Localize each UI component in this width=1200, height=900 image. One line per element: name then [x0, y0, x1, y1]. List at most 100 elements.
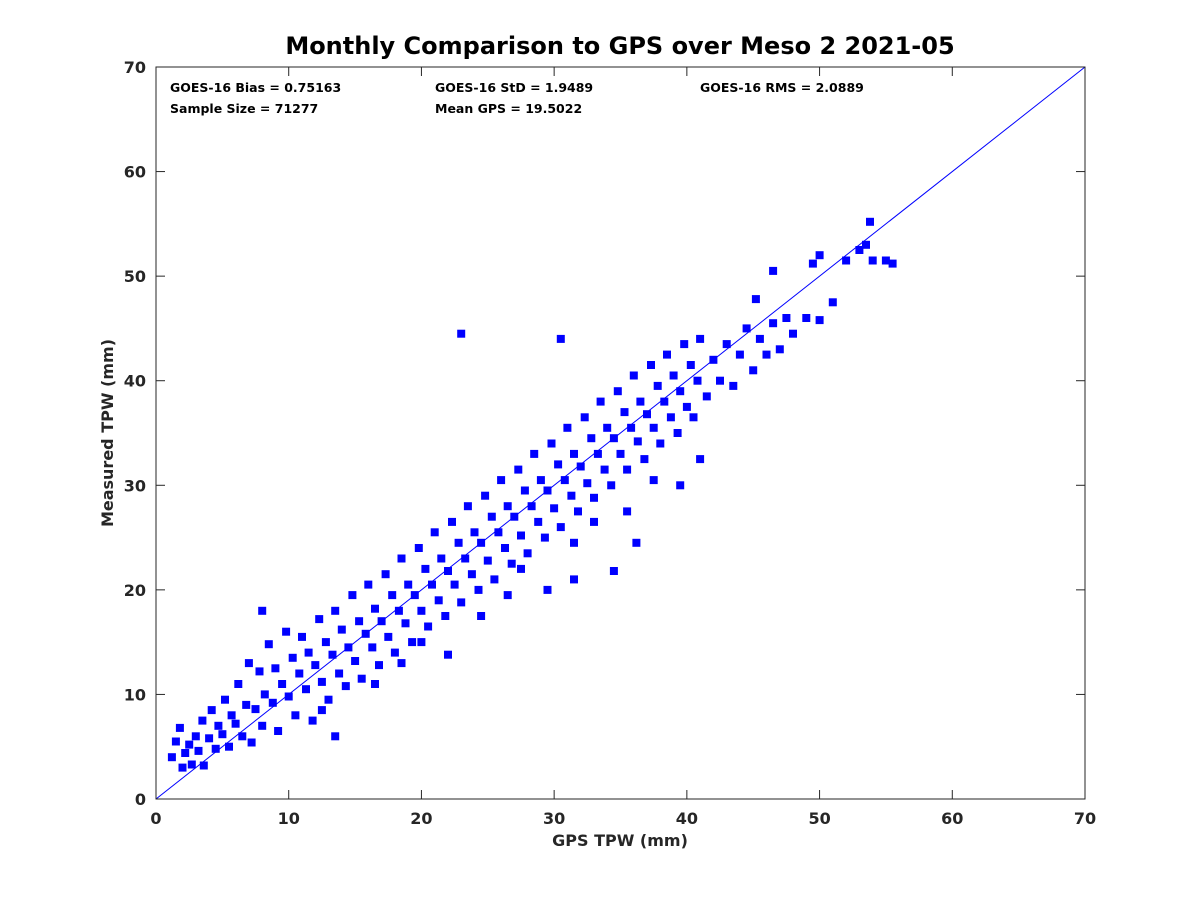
scatter-point [231, 719, 240, 728]
scatter-point [404, 580, 413, 589]
scatter-point [735, 350, 744, 359]
scatter-point [534, 517, 543, 526]
scatter-point [255, 667, 264, 676]
scatter-point [487, 512, 496, 521]
scatter-point [729, 381, 738, 390]
scatter-point [632, 538, 641, 547]
scatter-point [470, 528, 479, 537]
scatter-point [171, 737, 180, 746]
scatter-point [414, 544, 423, 552]
scatter-point [278, 680, 287, 688]
scatter-point [324, 695, 333, 704]
scatter-point [574, 507, 582, 516]
x-tick-label: 10 [278, 809, 300, 828]
scatter-point [181, 749, 190, 757]
scatter-point [454, 538, 463, 547]
scatter-point [167, 753, 176, 762]
scatter-point [337, 625, 346, 634]
stat-rms: GOES-16 RMS = 2.0889 [700, 80, 864, 95]
scatter-point [656, 439, 665, 448]
y-axis-label: Measured TPW (mm) [98, 339, 117, 527]
y-tick-label: 50 [124, 267, 146, 286]
scatter-point [375, 661, 383, 670]
scatter-point [590, 517, 598, 526]
scatter-point [523, 549, 532, 558]
scatter-point [570, 449, 578, 458]
scatter-point [660, 397, 669, 406]
scatter-point [680, 340, 689, 349]
scatter-point [368, 643, 377, 652]
scatter-point [302, 685, 310, 694]
scatter-point [554, 460, 563, 469]
scatter-point [749, 366, 758, 375]
x-tick-label: 40 [676, 809, 698, 828]
scatter-point [384, 632, 393, 641]
scatter-point [580, 413, 589, 422]
scatter-point [633, 437, 642, 446]
scatter-point [647, 361, 655, 369]
scatter-point [260, 690, 269, 699]
scatter-point [702, 392, 711, 401]
scatter-point [689, 413, 698, 422]
scatter-point [417, 606, 426, 615]
scatter-point [722, 340, 731, 349]
scatter-point [328, 650, 337, 659]
scatter-point [842, 256, 851, 265]
scatter-point [408, 638, 417, 647]
x-tick-label: 60 [941, 809, 963, 828]
x-tick-label: 50 [808, 809, 830, 828]
scatter-point [371, 680, 379, 688]
scatter-point [620, 408, 629, 417]
scatter-point [570, 538, 578, 547]
scatter-point [191, 732, 200, 741]
scatter-point [613, 387, 622, 396]
scatter-point [271, 664, 280, 673]
scatter-point [444, 567, 452, 575]
scatter-point [583, 479, 592, 488]
scatter-point [298, 632, 306, 641]
scatter-point [311, 661, 320, 670]
scatter-point [207, 706, 216, 715]
scatter-point [448, 517, 456, 526]
scatter-point [593, 449, 602, 458]
scatter-point [866, 217, 874, 226]
scatter-point [653, 381, 662, 390]
scatter-point [596, 397, 605, 406]
y-tick-label: 20 [124, 581, 146, 600]
scatter-point [503, 502, 512, 511]
scatter-point [397, 659, 406, 668]
stat-sample-size: Sample Size = 71277 [170, 101, 318, 116]
scatter-point [247, 738, 256, 747]
scatter-point [351, 657, 360, 665]
scatter-point [556, 523, 565, 532]
scatter-point [463, 502, 472, 511]
scatter-point [397, 554, 406, 563]
scatter-point [623, 507, 632, 516]
scatter-point [686, 361, 695, 369]
scatter-point [742, 324, 751, 333]
scatter-point [666, 413, 675, 422]
scatter-point [288, 653, 297, 662]
scatter-point [627, 423, 636, 432]
x-axis-label: GPS TPW (mm) [552, 831, 688, 850]
scatter-point [490, 575, 499, 584]
scatter-point [185, 740, 194, 749]
scatter-point [268, 698, 277, 707]
scatter-point [355, 617, 364, 626]
scatter-point [563, 423, 572, 432]
scatter-point [424, 622, 433, 631]
scatter-point [390, 648, 399, 657]
scatter-point [282, 627, 291, 636]
scatter-point [649, 476, 658, 485]
scatter-point [789, 329, 797, 338]
scatter-point [394, 606, 403, 615]
scatter-point [881, 256, 890, 265]
scatter-point [178, 763, 187, 772]
scatter-point [623, 465, 632, 474]
scatter-point [663, 350, 671, 359]
scatter-point [536, 476, 545, 485]
y-tick-label: 60 [124, 163, 146, 182]
scatter-point [481, 491, 490, 500]
scatter-point [755, 334, 764, 343]
